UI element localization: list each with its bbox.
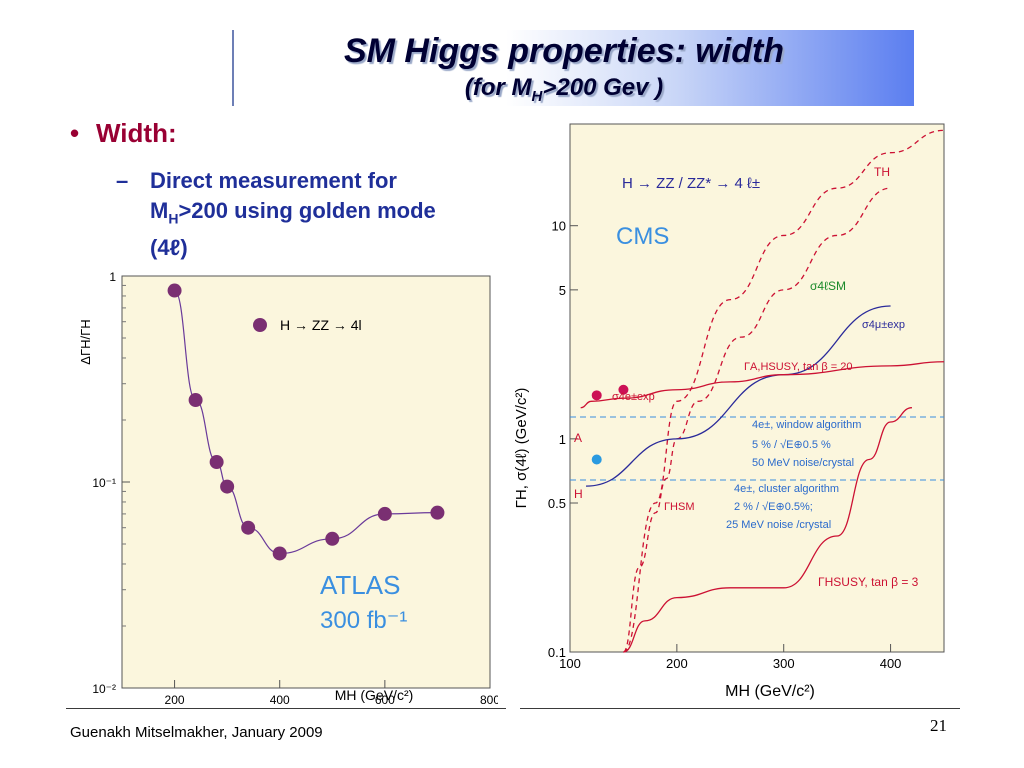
atlas-data-point	[188, 393, 203, 408]
window-line-2: 5 % / √E⊕0.5 %	[752, 439, 831, 451]
window-line-1: 4e±, window algorithm	[752, 419, 861, 431]
footer-rule-right	[520, 708, 960, 709]
atlas-lumi: 300 fb⁻¹	[320, 607, 407, 634]
cms-label: CMS	[616, 223, 669, 250]
cms-ytick-label: 0.5	[548, 496, 566, 511]
sigma-4mu-label: σ4μ±exp	[862, 319, 905, 331]
cms-xtick-label: 200	[666, 656, 688, 671]
sub-line-2-subscript: H	[168, 210, 179, 227]
slide-title: SM Higgs properties: width	[343, 32, 785, 70]
atlas-xlabel: MH (GeV/c²)	[335, 687, 414, 703]
bullet-marker: •	[70, 118, 80, 148]
atlas-xtick-label: 800	[480, 693, 498, 706]
atlas-legend: H → ZZ → 4l	[280, 317, 362, 333]
th-label: TH	[874, 165, 890, 179]
atlas-xtick-label: 200	[165, 693, 185, 706]
cms-series-line	[623, 129, 945, 653]
atlas-ytick-label: 1	[109, 270, 116, 284]
cms-plot-area	[569, 123, 945, 653]
cluster-line-2: 2 % / √E⊕0.5%;	[734, 501, 813, 513]
atlas-data-point	[220, 479, 235, 494]
cms-chart: ΓH, σ(4ℓ) (GeV/c²) MH (GeV/c²) 100 200 300…	[513, 123, 945, 700]
cms-xtick-label: 300	[773, 656, 795, 671]
atlas-data-point	[325, 531, 340, 546]
cluster-line-1: 4e±, cluster algorithm	[734, 483, 839, 495]
sub-bullet-text: Direct measurement for MH>200 using gold…	[150, 166, 520, 263]
cms-red-point	[591, 390, 602, 401]
gamma-susy-h-label: ΓHSUSY, tan β = 3	[818, 575, 919, 589]
atlas-data-point	[377, 506, 392, 521]
cms-series-line	[622, 187, 891, 653]
cms-series-line	[586, 305, 891, 487]
atlas-xtick-label: 400	[270, 693, 290, 706]
atlas-label: ATLAS	[320, 570, 400, 600]
cms-red-point	[618, 384, 629, 395]
sub-line-2-prefix: M	[150, 198, 169, 223]
atlas-data-point	[272, 546, 287, 561]
cms-ylabel: ΓH, σ(4ℓ) (GeV/c²)	[513, 388, 530, 509]
sub-line-1: Direct measurement for	[150, 168, 397, 193]
cms-xtick-label: 400	[880, 656, 902, 671]
gamma-susy-ah-label: ΓA,HSUSY, tan β = 20	[744, 361, 853, 373]
sub-line-3: (4ℓ)	[150, 235, 188, 261]
sigma-sm-label: σ4ℓSM	[810, 279, 846, 293]
footer-author: Guenakh Mitselmakher, January 2009	[70, 724, 323, 741]
atlas-data-point	[430, 505, 445, 520]
atlas-ytick-label: 10⁻²	[92, 682, 116, 696]
atlas-data-point	[167, 283, 182, 298]
h-label: H	[574, 487, 583, 501]
atlas-data-point	[241, 520, 256, 535]
sub-line-2-suffix: >200 using golden mode	[178, 198, 436, 223]
cms-points	[591, 384, 629, 465]
atlas-ylabel: ΔΓH/ΓH	[78, 319, 93, 364]
cms-xtick-label: 100	[559, 656, 581, 671]
cms-ticks: 100 200 300 400 10 5 1 0.5 0.1	[548, 219, 902, 671]
sub-line-2: MH>200 using golden mode	[150, 196, 520, 233]
bullet-label: Width:	[96, 118, 177, 148]
atlas-ticks: 200 400 600 800 1 10⁻¹ 10⁻²	[92, 270, 498, 706]
sigma-4e-label: σ4e±exp	[612, 391, 655, 403]
a-label: A	[574, 431, 582, 445]
footer-rule-left	[66, 708, 506, 709]
cms-blue-point	[591, 454, 602, 465]
cms-ytick-label: 10	[552, 219, 566, 234]
page-number: 21	[930, 716, 947, 735]
subtitle-prefix: (for M	[464, 74, 532, 101]
cms-ytick-label: 0.1	[548, 645, 566, 660]
bullet-width: • Width:	[70, 118, 177, 149]
cms-series-line	[580, 361, 945, 409]
window-line-3: 50 MeV noise/crystal	[752, 457, 854, 469]
slide-subtitle: (for MH>200 Gev )	[234, 74, 894, 105]
gamma-sm-label: ΓHSM	[664, 501, 695, 513]
atlas-chart: ΔΓH/ΓH MH (GeV/c²) 200 400 600 800 1 10⁻¹ 10⁻²…	[78, 270, 498, 706]
cms-xlabel: MH (GeV/c²)	[725, 683, 815, 700]
cms-header: H → ZZ / ZZ* → 4 ℓ±	[622, 175, 760, 192]
atlas-plot-area	[121, 275, 491, 689]
cms-ytick-label: 5	[559, 283, 566, 298]
atlas-xtick-label: 600	[375, 693, 395, 706]
subtitle-suffix: >200 Gev )	[542, 74, 664, 101]
cms-ytick-label: 1	[559, 432, 566, 447]
atlas-data-point	[209, 455, 224, 470]
title-banner: SM Higgs properties: width (for MH>200 G…	[232, 30, 914, 106]
atlas-ytick-label: 10⁻¹	[92, 476, 116, 490]
subtitle-subscript: H	[531, 87, 543, 105]
cms-series-line	[623, 407, 913, 653]
dash-marker: –	[116, 168, 129, 193]
cms-series	[580, 129, 945, 653]
legend-marker	[253, 318, 267, 332]
cluster-line-3: 25 MeV noise /crystal	[726, 519, 831, 531]
atlas-points	[167, 283, 445, 561]
